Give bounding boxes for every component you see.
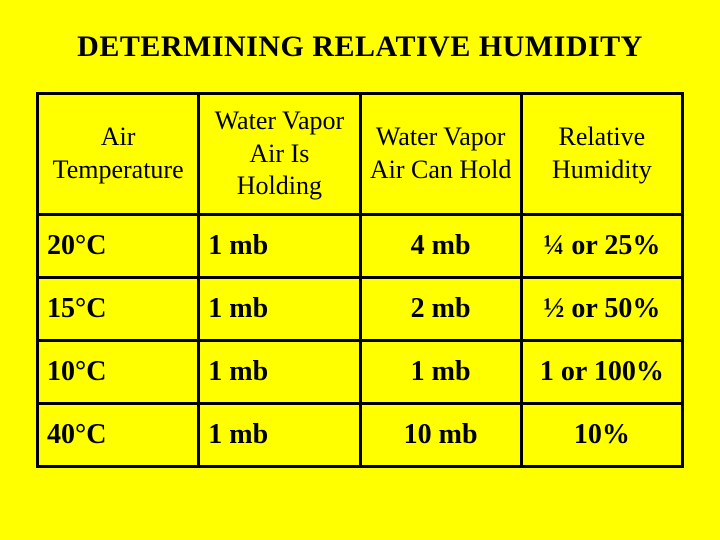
cell-rh: 10%	[521, 403, 682, 466]
table-header-row: Air Temperature Water Vapor Air Is Holdi…	[38, 94, 683, 215]
table-row: 20°C 1 mb 4 mb ¼ or 25%	[38, 214, 683, 277]
cell-temp: 10°C	[38, 340, 199, 403]
table-row: 15°C 1 mb 2 mb ½ or 50%	[38, 277, 683, 340]
cell-rh: 1 or 100%	[521, 340, 682, 403]
cell-can-hold: 4 mb	[360, 214, 521, 277]
table-row: 40°C 1 mb 10 mb 10%	[38, 403, 683, 466]
cell-temp: 20°C	[38, 214, 199, 277]
cell-holding: 1 mb	[199, 277, 360, 340]
cell-temp: 40°C	[38, 403, 199, 466]
cell-holding: 1 mb	[199, 403, 360, 466]
cell-holding: 1 mb	[199, 214, 360, 277]
col-header-vapor-holding: Water Vapor Air Is Holding	[199, 94, 360, 215]
col-header-air-temp: Air Temperature	[38, 94, 199, 215]
slide: DETERMINING RELATIVE HUMIDITY Air Temper…	[0, 0, 720, 540]
cell-can-hold: 10 mb	[360, 403, 521, 466]
col-header-vapor-can-hold: Water Vapor Air Can Hold	[360, 94, 521, 215]
cell-temp: 15°C	[38, 277, 199, 340]
cell-rh: ½ or 50%	[521, 277, 682, 340]
cell-can-hold: 1 mb	[360, 340, 521, 403]
col-header-rel-humidity: Relative Humidity	[521, 94, 682, 215]
table-row: 10°C 1 mb 1 mb 1 or 100%	[38, 340, 683, 403]
cell-rh: ¼ or 25%	[521, 214, 682, 277]
humidity-table: Air Temperature Water Vapor Air Is Holdi…	[36, 92, 684, 468]
page-title: DETERMINING RELATIVE HUMIDITY	[36, 30, 684, 64]
cell-holding: 1 mb	[199, 340, 360, 403]
cell-can-hold: 2 mb	[360, 277, 521, 340]
